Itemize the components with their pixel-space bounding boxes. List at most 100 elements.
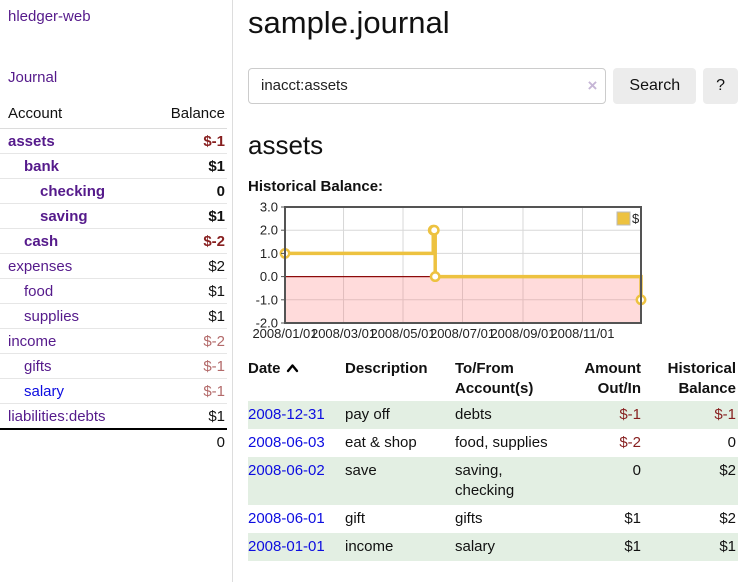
account-balance: $-1: [141, 378, 227, 404]
account-row: income $-2: [0, 328, 227, 354]
account-balance: $1: [141, 203, 227, 229]
accounts-header-account: Account: [0, 102, 142, 129]
account-link[interactable]: bank: [24, 158, 60, 175]
account-row: expenses $2: [0, 253, 227, 279]
register-balance-cell: $-1: [714, 405, 736, 423]
account-heading: assets: [248, 129, 324, 160]
register-balance-cell: $2: [719, 509, 736, 527]
register-row: 2008-06-03 eat & shop food, supplies $-2 0: [248, 429, 738, 457]
register-amount-cell: 0: [632, 461, 641, 479]
accounts-total-row: 0: [0, 428, 227, 454]
account-balance: $1: [141, 303, 227, 329]
svg-text:2008/03/01: 2008/03/01: [311, 326, 376, 341]
account-link[interactable]: salary: [24, 383, 65, 400]
register-accounts-cell: gifts: [455, 509, 483, 527]
account-row: assets $-1: [0, 129, 227, 154]
sort-asc-icon: [286, 359, 299, 379]
register-balance-cell: 0: [727, 433, 736, 451]
register-balance-cell: $1: [719, 537, 736, 555]
register-date-cell: 2008-12-31: [248, 401, 345, 429]
register-header-amount: Amount Out/In: [584, 359, 641, 397]
register-row: 2008-12-31 pay off debts $-1 $-1: [248, 400, 738, 429]
account-row: supplies $1: [0, 303, 227, 329]
transaction-date-link[interactable]: 2008-12-31: [248, 405, 325, 423]
register-amount-cell: $1: [624, 537, 641, 555]
account-row: saving $1: [0, 203, 227, 229]
register-date-cell: 2008-01-01: [248, 533, 345, 561]
svg-text:2008/01/01: 2008/01/01: [252, 326, 317, 341]
svg-text:-1.0: -1.0: [256, 292, 278, 307]
account-row: salary $-1: [0, 378, 227, 404]
svg-text:2008/07/01: 2008/07/01: [430, 326, 495, 341]
account-balance: $-2: [141, 328, 227, 354]
register-row: 2008-06-01 gift gifts $1 $2: [248, 505, 738, 533]
historical-balance-chart: 3.0 2.0 1.0 0.0 -1.0 -2.02008/01/012008/03/01…: [252, 199, 647, 341]
register-amount-cell: $-2: [619, 433, 641, 451]
account-balance: $1: [141, 153, 227, 179]
app-title-link[interactable]: hledger-web: [8, 8, 91, 25]
account-link[interactable]: assets: [8, 133, 55, 150]
page-title: sample.journal: [248, 5, 450, 40]
register-date-cell: 2008-06-01: [248, 505, 345, 533]
register-description-cell: save: [345, 461, 377, 479]
register-description-cell: gift: [345, 509, 366, 527]
transaction-date-link[interactable]: 2008-06-03: [248, 433, 325, 451]
register-row: 2008-01-01 income salary $1 $1: [248, 532, 738, 561]
svg-text:0.0: 0.0: [260, 269, 278, 284]
register-accounts-cell: debts: [455, 405, 492, 423]
accounts-table: Account Balance assets $-1 bank $1 checking 0…: [0, 102, 227, 454]
svg-text:2008/09/01: 2008/09/01: [490, 326, 555, 341]
help-button[interactable]: ?: [703, 67, 738, 104]
sidebar: hledger-web Journal Account Balance asse…: [0, 0, 233, 582]
account-row: food $1: [0, 278, 227, 304]
transaction-date-link[interactable]: 2008-01-01: [248, 537, 325, 555]
search-form: × Search ?: [248, 67, 738, 104]
account-row: cash $-2: [0, 228, 227, 254]
account-balance: $-2: [141, 228, 227, 254]
chart-title: Historical Balance:: [248, 177, 384, 195]
svg-text:-2.0: -2.0: [256, 315, 278, 330]
svg-text:$: $: [632, 211, 640, 226]
register-balance-cell: $2: [719, 461, 736, 479]
transaction-date-link[interactable]: 2008-06-01: [248, 509, 325, 527]
register-description-cell: pay off: [345, 405, 390, 423]
register-date-cell: 2008-06-02: [248, 457, 345, 505]
chart-legend: $: [616, 211, 640, 226]
register-description-cell: income: [345, 537, 394, 555]
register-header-date-label: Date: [248, 359, 281, 377]
register-header-accounts: To/From Account(s): [455, 359, 534, 397]
account-link[interactable]: food: [24, 283, 54, 300]
accounts-total-spacer: [0, 428, 142, 454]
svg-text:3.0: 3.0: [260, 199, 278, 214]
accounts-header-balance: Balance: [141, 102, 227, 129]
clear-search-icon[interactable]: ×: [587, 75, 598, 95]
account-balance: $2: [141, 253, 227, 279]
register-table: Date Description To/From Account(s) Amou…: [248, 357, 738, 561]
account-link[interactable]: cash: [24, 233, 59, 250]
register-accounts-cell: food, supplies: [455, 433, 548, 451]
svg-text:2008/11/01: 2008/11/01: [550, 326, 614, 341]
sidebar-item-journal[interactable]: Journal: [8, 69, 58, 86]
account-link[interactable]: expenses: [8, 258, 73, 275]
account-row: liabilities:debts $1: [0, 403, 227, 429]
account-balance: 0: [141, 178, 227, 204]
register-header-date[interactable]: Date: [248, 357, 345, 401]
register-header-description: Description: [345, 359, 428, 377]
account-balance: $-1: [141, 353, 227, 379]
account-link[interactable]: checking: [40, 183, 106, 200]
account-row: bank $1: [0, 153, 227, 179]
account-link[interactable]: liabilities:debts: [8, 408, 106, 425]
svg-text:2008/05/01: 2008/05/01: [370, 326, 435, 341]
account-row: checking 0: [0, 178, 227, 204]
account-link[interactable]: gifts: [24, 358, 52, 375]
search-input[interactable]: [248, 67, 607, 104]
register-header-balance: Historical Balance: [667, 359, 736, 397]
register-date-cell: 2008-06-03: [248, 429, 345, 457]
search-button[interactable]: Search: [613, 67, 697, 104]
account-link[interactable]: saving: [40, 208, 88, 225]
transaction-date-link[interactable]: 2008-06-02: [248, 461, 325, 479]
account-link[interactable]: income: [8, 333, 57, 350]
account-balance: $1: [141, 278, 227, 304]
register-accounts-cell: saving, checking: [455, 461, 515, 499]
account-link[interactable]: supplies: [24, 308, 80, 325]
